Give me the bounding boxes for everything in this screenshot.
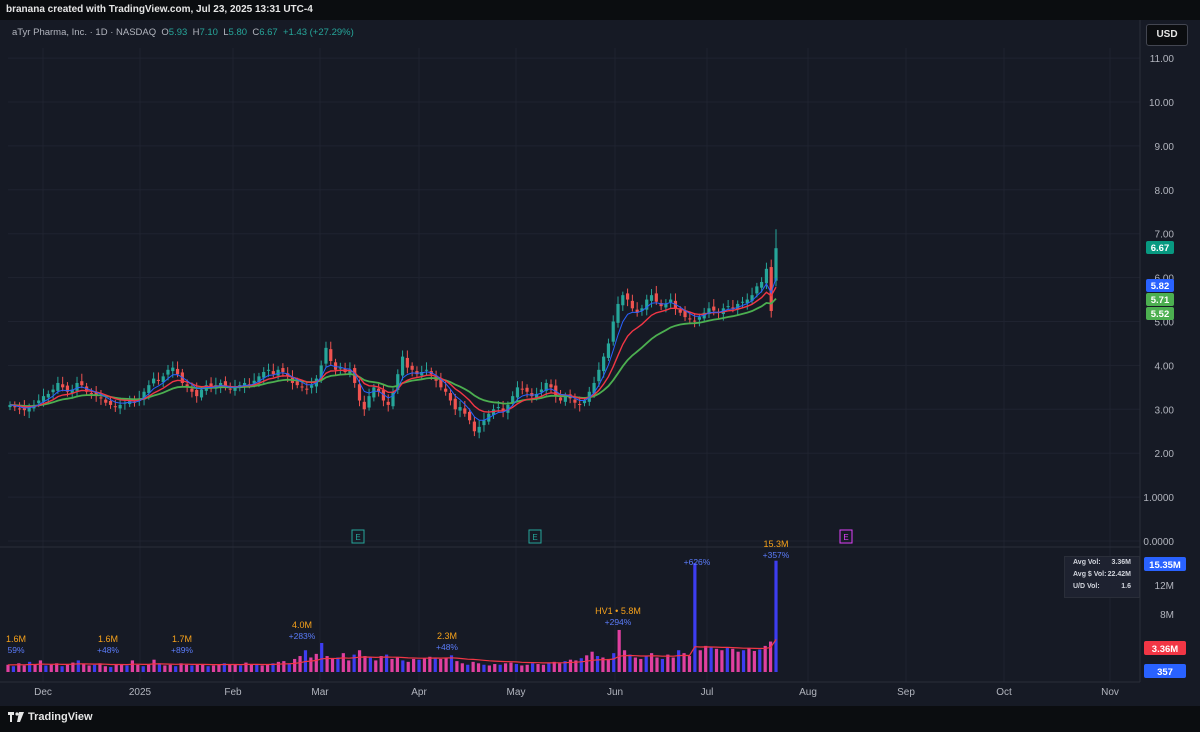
low-value: 5.80 xyxy=(228,27,248,38)
open-value: 5.93 xyxy=(168,27,188,38)
ud-vol-value: 1.6 xyxy=(1121,583,1131,590)
tradingview-logo[interactable]: TradingView xyxy=(8,711,93,723)
chart-frame[interactable] xyxy=(0,20,1200,706)
header-bar: branana created with TradingView.com, Ju… xyxy=(0,0,1200,20)
footer-bar xyxy=(0,706,1200,732)
high-value: 7.10 xyxy=(199,27,218,38)
currency-button[interactable]: USD xyxy=(1146,24,1188,46)
tradingview-logo-icon xyxy=(8,712,24,722)
symbol-name: aTyr Pharma, Inc. · 1D · NASDAQ xyxy=(12,27,157,38)
open-label: O xyxy=(161,27,169,38)
close-label: C xyxy=(252,27,260,38)
change-value: +1.43 (+27.29%) xyxy=(282,27,354,38)
volume-stats-panel: Avg Vol: 3.36M Avg $ Vol: 22.42M U/D Vol: 1… xyxy=(1064,556,1140,598)
close-value: 6.67 xyxy=(259,27,278,38)
footer-brand: TradingView xyxy=(28,711,93,723)
avg-vol-label: Avg Vol: xyxy=(1073,559,1101,566)
ud-vol-label: U/D Vol: xyxy=(1073,583,1100,590)
symbol-legend: aTyr Pharma, Inc. · 1D · NASDAQ O5.93 H7… xyxy=(12,27,354,38)
header-title: branana created with TradingView.com, Ju… xyxy=(6,4,313,15)
low-label: L xyxy=(223,27,229,38)
high-label: H xyxy=(192,27,200,38)
avg-dollar-vol-value: 22.42M xyxy=(1107,571,1131,578)
avg-vol-value: 3.36M xyxy=(1111,559,1131,566)
avg-dollar-vol-label: Avg $ Vol: xyxy=(1073,571,1107,578)
